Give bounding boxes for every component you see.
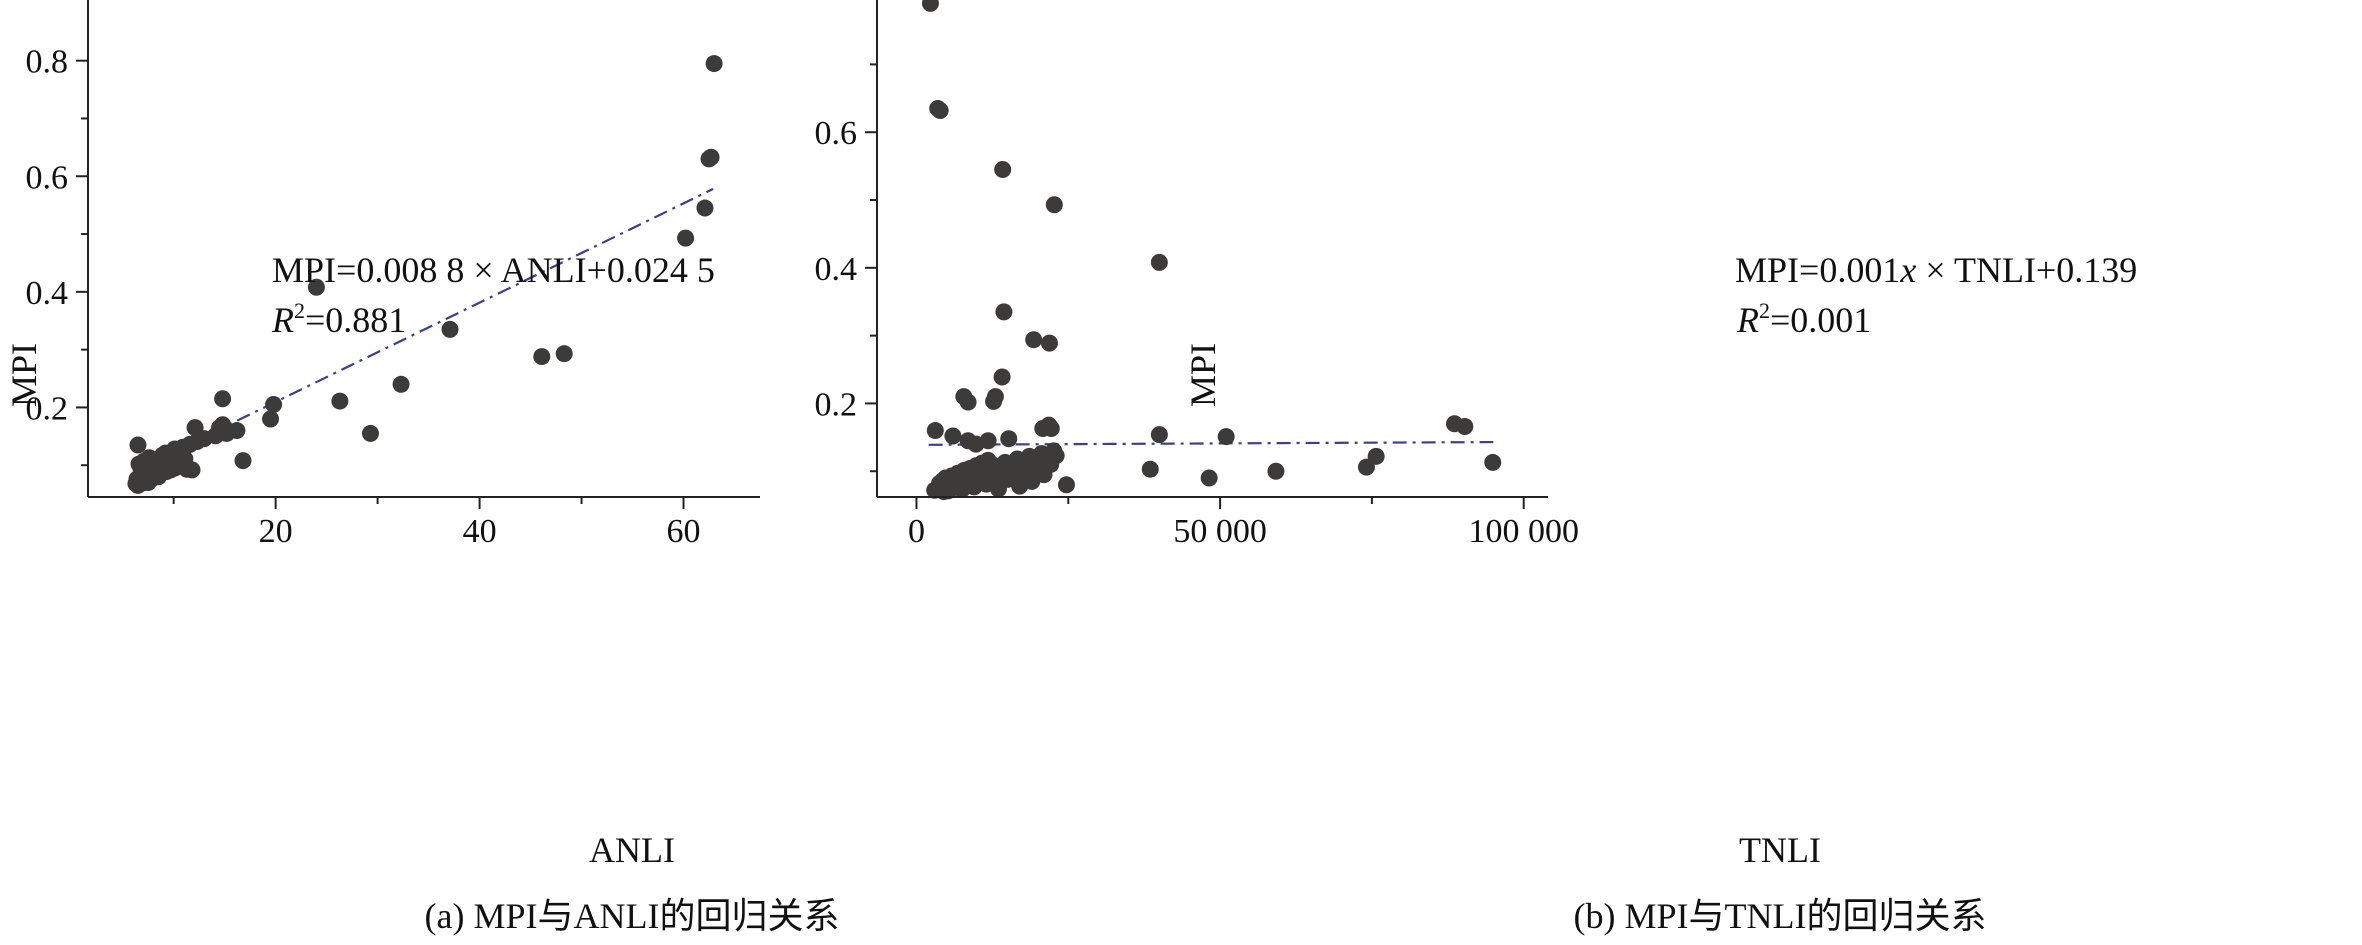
panel-a-data-point (392, 375, 410, 393)
panel-a-x-tick-label: 40 (463, 513, 497, 550)
panel-b-x-tick-label: 50 000 (1173, 513, 1267, 550)
panel-b-data-point (1045, 442, 1063, 460)
panel-b-regression-line (928, 440, 1494, 446)
panel-b-annotation-r2: R2=0.001 (1736, 298, 1871, 340)
panel-a-data-point (183, 461, 201, 479)
panel-a-data-point (265, 396, 283, 414)
panel-a-y-tick-label: 0.6 (26, 159, 69, 196)
panel-a-data-point (228, 422, 246, 440)
panel-b-data-point (1016, 466, 1034, 484)
panel-b-data-point (944, 427, 962, 445)
panel-a-data-point (533, 348, 551, 366)
panel-a-data-point (361, 424, 379, 442)
panel-b-data-point (1141, 460, 1159, 478)
panel-a-x-tick-label: 20 (259, 513, 293, 550)
panel-a-data-point (677, 229, 695, 247)
panel-b-data-point (926, 422, 944, 440)
panel-a-data-point (214, 416, 232, 434)
panel-b-data-point (1057, 476, 1075, 494)
panel-a-y-tick-label: 0.2 (26, 390, 69, 427)
panel-b-data-point (921, 0, 939, 12)
panel-b-data-point (1000, 430, 1018, 448)
panel-a-data-point (140, 449, 158, 467)
panel-b-data-point (1484, 453, 1502, 471)
panel-b-data-point (985, 392, 1003, 410)
panel-b-y-tick-label: 0.2 (815, 386, 858, 423)
panel-b-data-point (1042, 420, 1060, 438)
panel-b-data-point (1217, 428, 1235, 446)
panel-a-xlabel: ANLI (589, 830, 675, 870)
panel-a-chart: 20 40 60 0.2 0.4 0.6 0.8 MPI=0.008 8 × ANLI+0.… (4, 0, 839, 936)
panel-a-x-tick-label: 60 (667, 513, 701, 550)
panel-b-data-point (1267, 462, 1285, 480)
panel-b-data-point (959, 393, 977, 411)
panel-b-annotation-equation: MPI=0.001x × TNLI+0.139 (1735, 250, 2137, 290)
panel-b-xlabel: TNLI (1739, 830, 1821, 870)
panel-b-data-point (994, 161, 1012, 179)
panel-b-caption: (b) MPI与TNLI的回归关系 (1574, 896, 1987, 936)
panel-a-data-point (170, 457, 188, 475)
panel-a-ylabel: MPI (4, 343, 44, 407)
panel-a-annotation-equation: MPI=0.008 8 × ANLI+0.024 5 (272, 250, 715, 290)
panel-b-data-point (1456, 417, 1474, 435)
panel-a-data-point (214, 390, 232, 408)
panel-a-data-point (696, 199, 714, 217)
panel-b-data-point (1357, 458, 1375, 476)
panel-b-data-point (1200, 469, 1218, 487)
panel-b-x-tick-label: 100 000 (1468, 513, 1579, 550)
panel-a-y-tick-label: 0.8 (26, 44, 69, 81)
panel-b-y-tick-label: 0.4 (815, 251, 858, 288)
panel-b-data-point (967, 435, 985, 453)
panel-b-x-tick-label: 0 (908, 513, 925, 550)
panel-a-data-point (129, 436, 147, 454)
panel-b-data-point (1150, 426, 1168, 444)
panel-a-data-point (262, 410, 280, 428)
panel-a-data-point (234, 452, 252, 470)
panel-b-data-point (1150, 253, 1168, 271)
panel-a-data-point (186, 419, 204, 437)
panel-b-chart: 0 50 000 100 000 0.2 0.4 0.6 MPI=0.001x × TNL… (815, 0, 2137, 936)
panel-a-data-point (705, 55, 723, 73)
panel-a-caption: (a) MPI与ANLI的回归关系 (425, 896, 840, 936)
panel-b-data-point (1367, 447, 1385, 465)
panel-b-data-point (993, 368, 1011, 386)
panel-a-data-point (331, 392, 349, 410)
panel-b-data-point (995, 303, 1013, 321)
panel-a-annotation-r2: R2=0.881 (271, 298, 406, 340)
panel-a-data-point (307, 278, 325, 296)
panel-a-data-point (702, 148, 720, 166)
panel-a-y-tick-label: 0.4 (26, 275, 69, 312)
panel-b-ylabel: MPI (1183, 343, 1223, 407)
panel-a-data-point (555, 345, 573, 363)
panel-b-data-point (931, 102, 949, 120)
panel-b-y-tick-label: 0.6 (815, 115, 858, 152)
panel-b-data-point (1045, 196, 1063, 214)
panel-b-data-point (1025, 331, 1043, 349)
panel-a-data-point (441, 320, 459, 338)
panel-b-data-point (1040, 334, 1058, 352)
